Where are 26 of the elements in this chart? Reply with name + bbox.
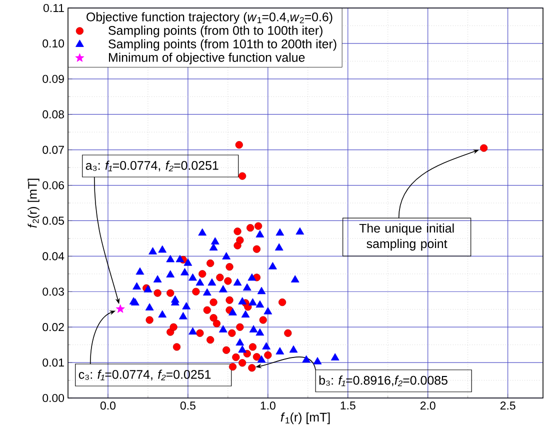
x-tick-label: 2.5 bbox=[500, 402, 516, 410]
y-tick-label: 0.02 bbox=[42, 323, 64, 332]
x-tick-label: 1.0 bbox=[260, 402, 276, 410]
x-tick-label: 1.5 bbox=[340, 402, 356, 410]
y-axis-title: f$_{2}$(r) [mT] bbox=[28, 178, 40, 228]
y-tick-label: 0.06 bbox=[42, 181, 64, 190]
y-tick-label: 0.09 bbox=[42, 74, 64, 83]
annotation: a₃: f₁=0.0774, f₂=0.0251 bbox=[86, 160, 218, 172]
x-tick-label: 0.5 bbox=[180, 402, 196, 410]
y-tick-label: 0.04 bbox=[42, 252, 64, 260]
x-axis-title: f$_{1}$(r) [mT] bbox=[280, 412, 330, 424]
y-tick-label: 0.00 bbox=[42, 394, 64, 402]
x-tick-label: 0.0 bbox=[100, 402, 116, 410]
legend-label: Minimum of objective function value bbox=[108, 52, 305, 64]
y-tick-label: 0.01 bbox=[42, 358, 64, 367]
y-tick-label: 0.08 bbox=[42, 110, 64, 118]
legend-title: Objective function trajectory (w$_{1}$=0.4,w$_{2}$=0.6) bbox=[86, 12, 332, 24]
legend-label: Sampling points (from 0th to 100th iter) bbox=[108, 26, 322, 38]
y-tick-label: 0.11 bbox=[43, 4, 64, 12]
y-tick-label: 0.10 bbox=[42, 39, 64, 48]
y-tick-label: 0.03 bbox=[42, 288, 64, 296]
x-tick-label: 2.0 bbox=[420, 402, 436, 410]
annotation: c₃: f₁=0.0774, f₂=0.0251 bbox=[78, 370, 211, 380]
y-tick-label: 0.05 bbox=[42, 216, 64, 225]
legend-label: Sampling points (from 101th to 200th iter) bbox=[108, 39, 336, 51]
y-tick-label: 0.07 bbox=[42, 146, 64, 154]
